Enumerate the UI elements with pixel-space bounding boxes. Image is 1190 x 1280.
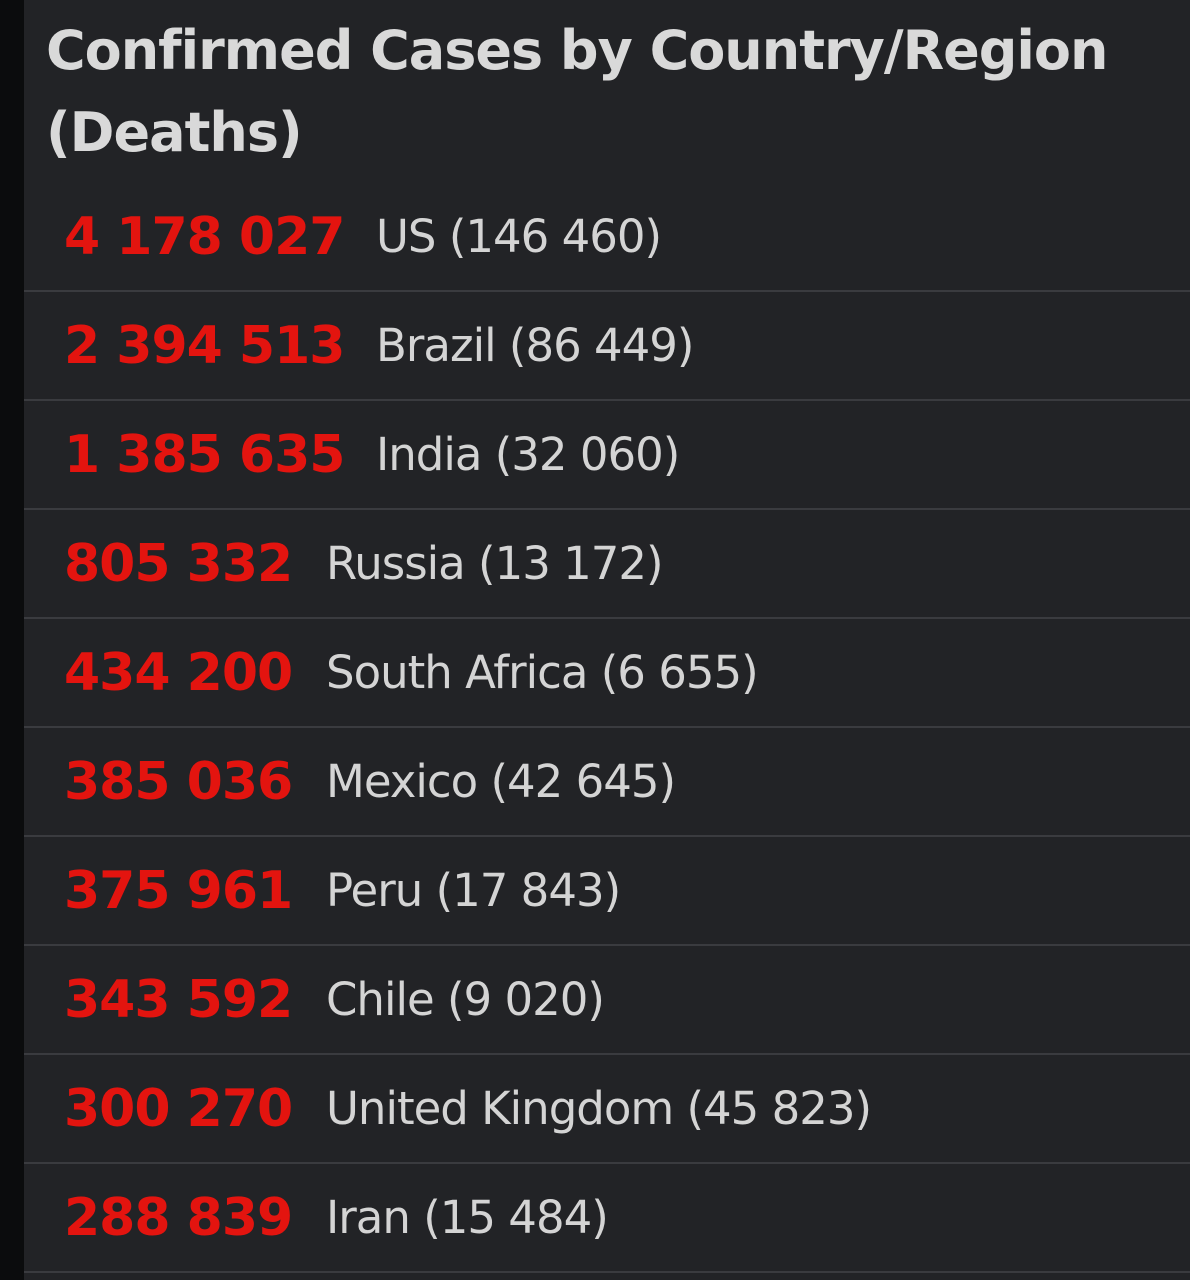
confirmed-cases: 434 200	[64, 642, 293, 703]
country-list[interactable]: 4 178 027 US (146 460) 2 394 513 Brazil (8…	[24, 183, 1190, 1273]
country-name: United Kingdom	[326, 1082, 674, 1135]
death-count: (45 823)	[686, 1082, 873, 1135]
list-item[interactable]: 805 332 Russia (13 172)	[24, 510, 1190, 619]
country-label: India (32 060)	[376, 428, 681, 481]
country-name: Mexico	[326, 755, 478, 808]
confirmed-cases: 2 394 513	[64, 315, 345, 376]
country-label: Brazil (86 449)	[376, 319, 695, 372]
cases-panel: Confirmed Cases by Country/Region (Death…	[24, 0, 1190, 1280]
death-count: (32 060)	[494, 428, 681, 481]
death-count: (13 172)	[478, 537, 664, 590]
list-item[interactable]: 2 394 513 Brazil (86 449)	[24, 292, 1190, 401]
confirmed-cases: 385 036	[64, 751, 293, 812]
country-label: South Africa (6 655)	[326, 646, 759, 699]
country-label: US (146 460)	[376, 210, 662, 263]
confirmed-cases: 288 839	[64, 1187, 293, 1248]
list-item[interactable]: 385 036 Mexico (42 645)	[24, 728, 1190, 837]
confirmed-cases: 805 332	[64, 533, 293, 594]
confirmed-cases: 4 178 027	[64, 206, 345, 267]
panel-title: Confirmed Cases by Country/Region (Death…	[46, 19, 1108, 164]
country-label: Iran (15 484)	[326, 1191, 609, 1244]
death-count: (17 843)	[435, 864, 622, 917]
death-count: (42 645)	[490, 755, 676, 808]
list-item[interactable]: 1 385 635 India (32 060)	[24, 401, 1190, 510]
country-name: US	[376, 210, 437, 263]
country-label: Chile (9 020)	[326, 973, 605, 1026]
death-count: (9 020)	[446, 973, 605, 1026]
confirmed-cases: 343 592	[64, 969, 293, 1030]
confirmed-cases: 300 270	[64, 1078, 293, 1139]
country-label: Russia (13 172)	[326, 537, 664, 590]
list-item[interactable]: 343 592 Chile (9 020)	[24, 946, 1190, 1055]
country-name: Chile	[326, 973, 435, 1026]
country-name: Iran	[326, 1191, 411, 1244]
country-label: Mexico (42 645)	[326, 755, 676, 808]
confirmed-cases: 1 385 635	[64, 424, 345, 485]
confirmed-cases: 375 961	[64, 860, 293, 921]
country-label: Peru (17 843)	[326, 864, 622, 917]
list-item[interactable]: 434 200 South Africa (6 655)	[24, 619, 1190, 728]
list-item[interactable]: 300 270 United Kingdom (45 823)	[24, 1055, 1190, 1164]
list-item[interactable]: 288 839 Iran (15 484)	[24, 1164, 1190, 1273]
list-item[interactable]: 375 961 Peru (17 843)	[24, 837, 1190, 946]
death-count: (146 460)	[448, 210, 662, 263]
death-count: (86 449)	[508, 319, 695, 372]
country-name: Peru	[326, 864, 423, 917]
country-label: United Kingdom (45 823)	[326, 1082, 873, 1135]
country-name: Russia	[326, 537, 466, 590]
death-count: (15 484)	[423, 1191, 609, 1244]
death-count: (6 655)	[600, 646, 759, 699]
country-name: India	[376, 428, 482, 481]
list-item[interactable]: 4 178 027 US (146 460)	[24, 183, 1190, 292]
country-name: Brazil	[376, 319, 497, 372]
country-name: South Africa	[326, 646, 588, 699]
